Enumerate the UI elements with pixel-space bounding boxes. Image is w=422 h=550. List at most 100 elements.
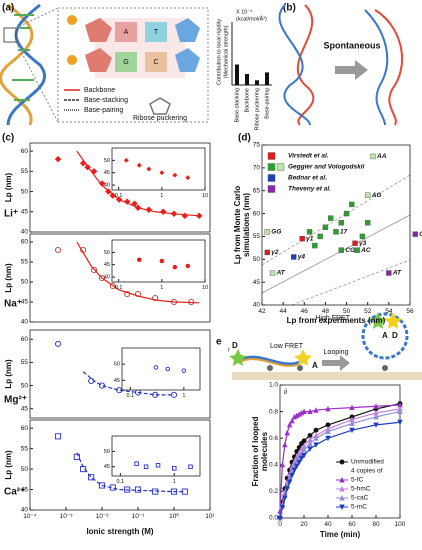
y-tick-label: 55 <box>253 233 261 240</box>
fret-label: D <box>232 341 238 350</box>
point <box>352 240 358 246</box>
plot-frame <box>111 147 206 191</box>
point <box>98 382 106 389</box>
y-tick-label: 0.4 <box>269 462 278 469</box>
y-tick-label: 0.0 <box>269 515 278 522</box>
y-tick-label: 55 <box>21 445 29 452</box>
x-tick-label: Base-stacking <box>234 88 240 123</box>
point <box>185 263 191 269</box>
plot-frame <box>29 142 211 233</box>
x-tick-label: 44 <box>280 308 288 315</box>
point-label: γ4 <box>298 254 306 261</box>
point <box>146 166 152 172</box>
point-label: AA <box>376 153 387 160</box>
point <box>313 427 319 433</box>
y-tick-label: 40 <box>253 302 261 309</box>
point <box>343 210 350 217</box>
point <box>301 438 307 444</box>
point <box>339 459 345 465</box>
unit-label: X 10⁻⁴ <box>236 8 253 15</box>
point <box>172 466 177 471</box>
point-label: AT <box>276 270 286 277</box>
point <box>269 270 276 276</box>
fret-label: Looping <box>324 349 349 356</box>
x-tick-label: Base-pairing <box>264 88 270 119</box>
point <box>313 407 319 413</box>
arrow <box>335 60 368 80</box>
point <box>137 257 142 263</box>
y-tick-label: 40 <box>104 275 110 281</box>
base-letter: C <box>153 59 158 66</box>
dna-b <box>278 4 404 126</box>
point <box>412 231 418 237</box>
fret-label: D <box>392 331 398 340</box>
y-tick-label: 50 <box>21 382 29 389</box>
point <box>98 274 106 282</box>
y-tick-label: 45 <box>21 299 29 306</box>
point <box>90 266 98 274</box>
x-axis-label: Time (min) <box>320 530 361 539</box>
x-tick-label: 0.1 <box>115 193 123 199</box>
point <box>90 168 98 175</box>
point <box>159 208 167 216</box>
y-axis-label: Contribution to local rigidity <box>216 19 222 85</box>
x-tick-label: 46 <box>301 308 309 315</box>
point <box>88 377 95 384</box>
point <box>98 482 106 489</box>
x-tick-label: 52 <box>364 308 372 315</box>
zoom-box <box>3 27 17 43</box>
y-tick-label: 50 <box>104 158 110 164</box>
y-tick-label: 45 <box>21 208 29 215</box>
point <box>301 453 307 459</box>
fret-label: Low FRET <box>270 343 304 350</box>
nucleotide-diagram <box>67 15 200 78</box>
point <box>307 408 313 415</box>
x-tick-label: Backbone <box>244 88 250 112</box>
point <box>188 464 193 470</box>
ion-label: Na⁺ <box>4 299 22 310</box>
point <box>317 233 323 240</box>
fret-diagram <box>229 312 422 380</box>
x-tick-label: 0.1 <box>126 393 134 399</box>
plot-frame <box>111 435 201 477</box>
point <box>325 428 331 434</box>
y-tick-label: 0.6 <box>269 435 278 442</box>
y-tick-label: 75 <box>253 142 261 149</box>
point <box>365 192 371 198</box>
y-axis-label: Lp (nm) <box>4 173 13 203</box>
plot-frame <box>29 419 211 511</box>
point-label: CG <box>345 247 355 254</box>
x-tick-label: 10¹ <box>205 513 215 520</box>
x-tick-label: Ribose puckering <box>254 88 260 131</box>
legend-label: 5-hmC <box>351 486 371 493</box>
x-tick-label: 1 <box>182 393 185 399</box>
y-axis-label: Lp (nm) <box>4 450 13 480</box>
point <box>279 504 286 511</box>
x-tick-label: 56 <box>406 308 414 315</box>
point <box>325 405 331 412</box>
point <box>307 440 313 446</box>
curve <box>82 371 174 396</box>
point <box>282 441 288 448</box>
point <box>386 270 392 276</box>
x-tick-label: 10⁻¹ <box>132 513 146 520</box>
fret-label: High FRET <box>315 315 350 322</box>
y-tick-label: 45 <box>104 464 110 470</box>
x-tick-label: 80 <box>372 521 380 528</box>
point <box>54 246 62 254</box>
point <box>185 175 191 181</box>
point <box>264 249 270 256</box>
x-tick-label: 0.1 <box>117 479 125 485</box>
point <box>289 417 295 424</box>
x-tick-label: 40 <box>324 521 332 528</box>
legend-label: 5-mC <box>351 504 367 511</box>
point <box>333 229 339 235</box>
plot-frame <box>279 384 401 519</box>
y-tick-label: 55 <box>21 259 29 266</box>
a-legend: Base-pairing <box>84 107 123 114</box>
legend-label: Unmodified <box>351 459 384 466</box>
sub-label: i <box>228 348 230 354</box>
x-axis-label: Ionic strength (M) <box>86 527 153 536</box>
point <box>339 485 345 492</box>
inset-bg <box>122 348 200 390</box>
